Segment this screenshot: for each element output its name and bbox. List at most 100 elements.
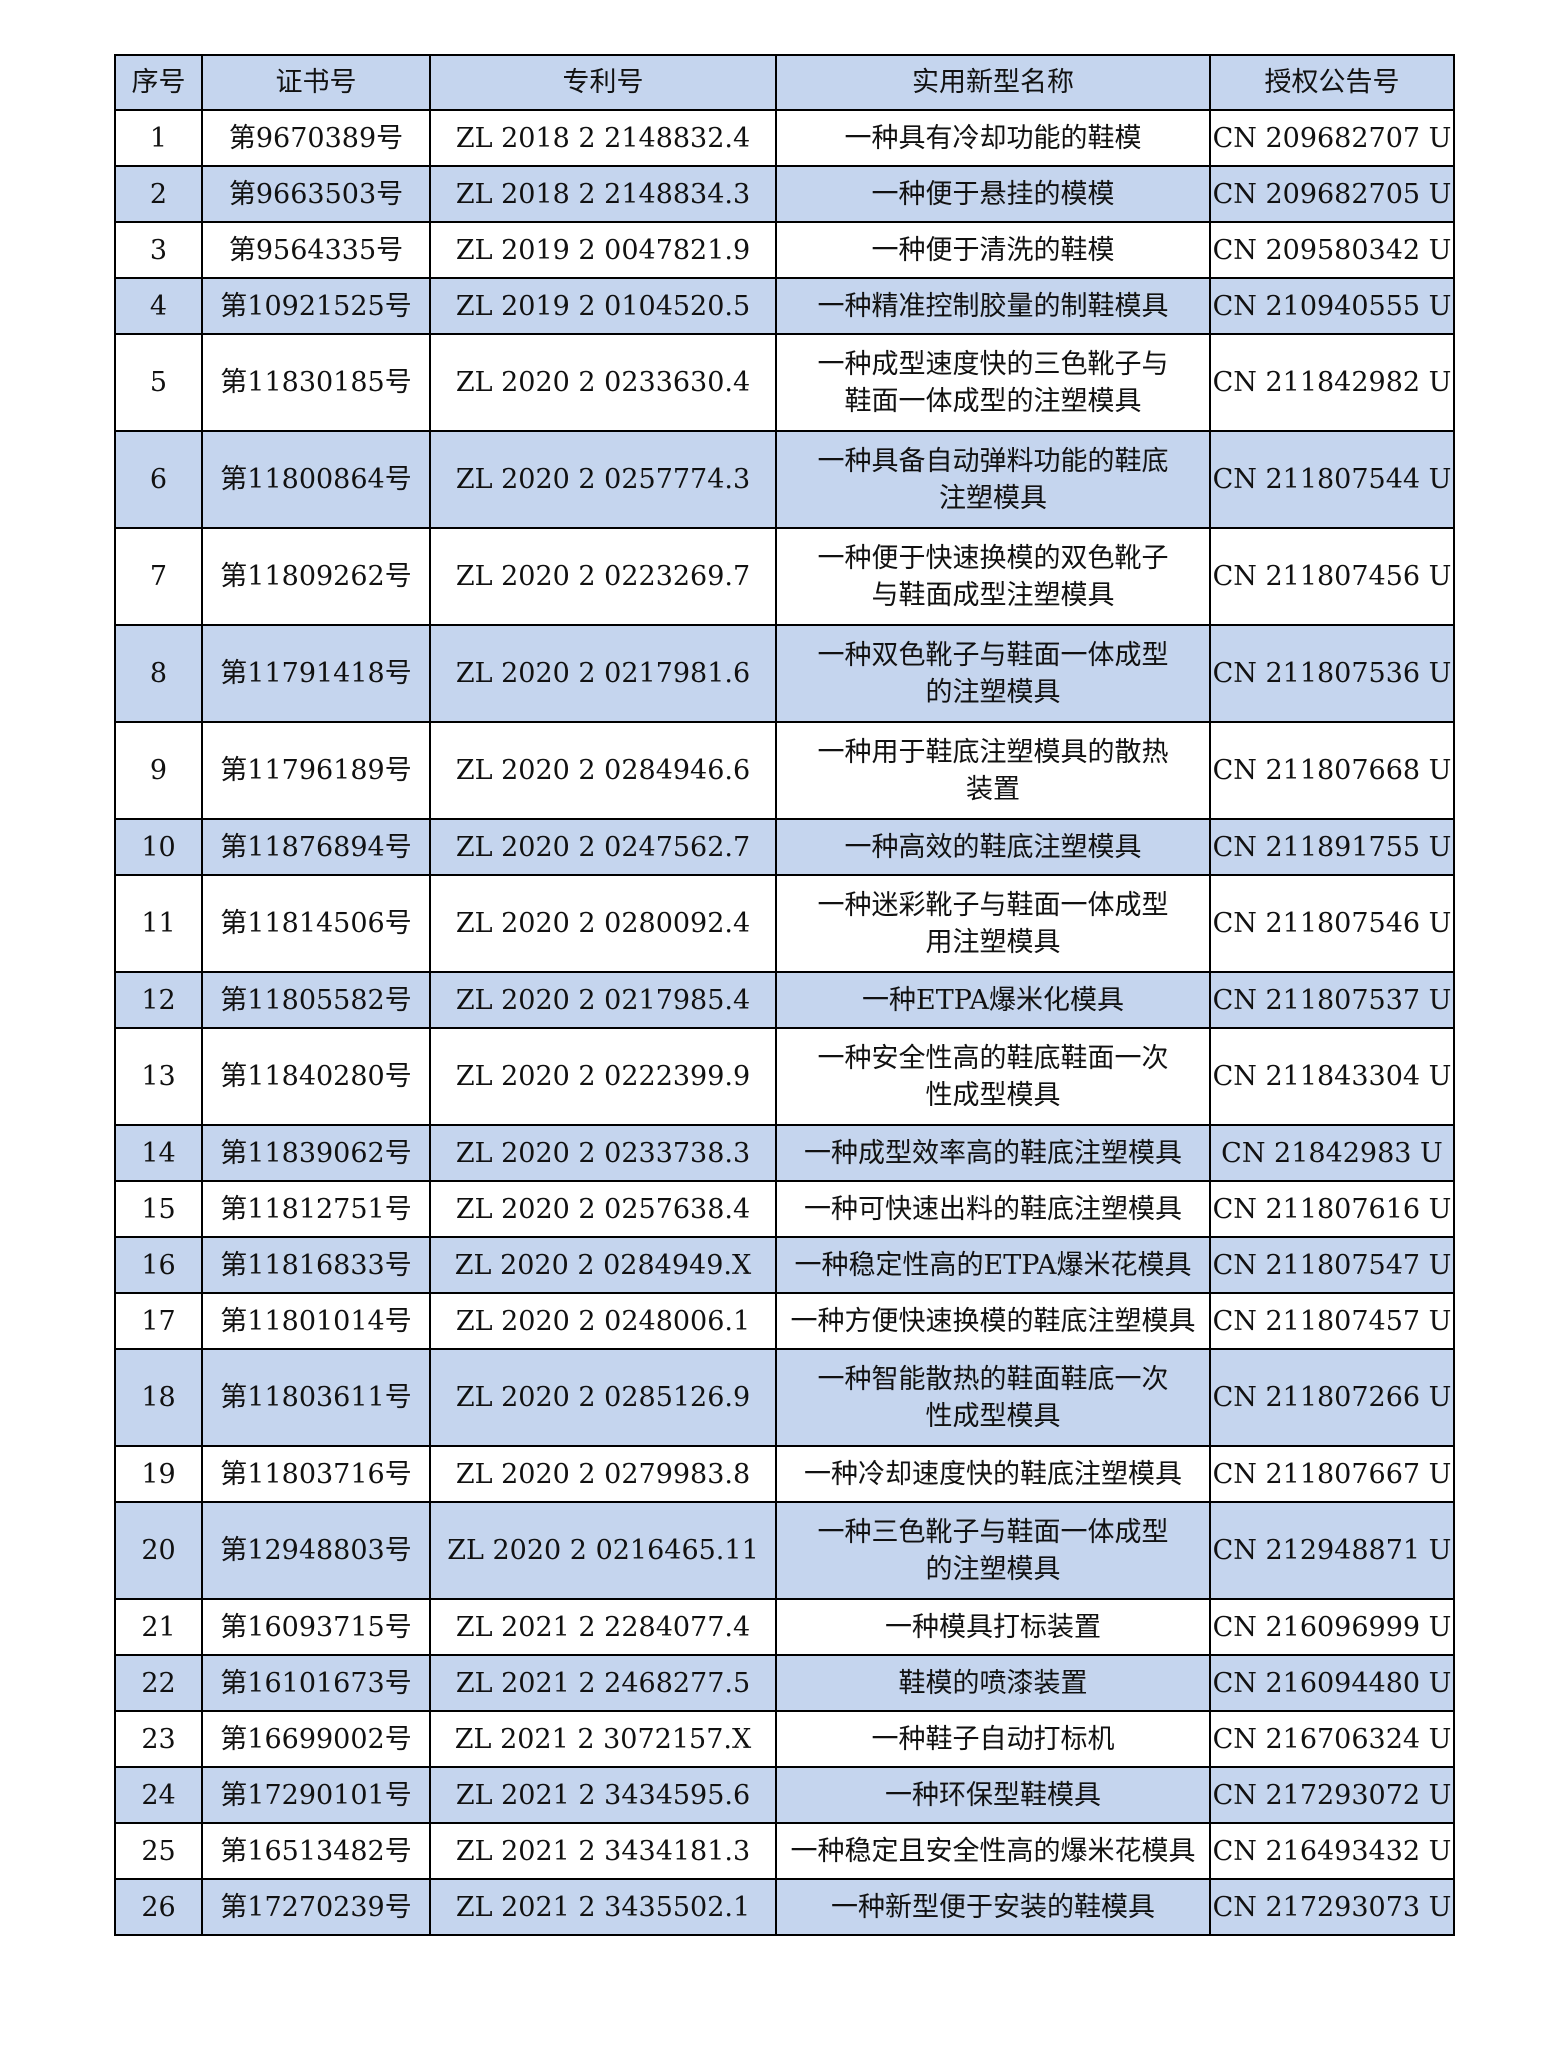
cell-content: ZL 2020 2 0257638.4: [431, 1182, 775, 1236]
name-line: 一种方便快速换模的鞋底注塑模具: [790, 1305, 1196, 1337]
cell-content: 17: [116, 1294, 201, 1348]
table-cell: 第17290101号: [201, 1766, 431, 1824]
name-line: 一种双色靴子与鞋面一体成型: [817, 639, 1169, 671]
table-cell: ZL 2020 2 0223269.7: [429, 527, 777, 626]
cell-content: 一种环保型鞋模具: [777, 1768, 1209, 1822]
cell-content: 一种具有冷却功能的鞋模: [777, 111, 1209, 165]
cell-content: CN 217293073 U: [1211, 1880, 1453, 1934]
cell-text: 第11839062号: [220, 1137, 412, 1169]
cell-text: 6: [149, 464, 168, 495]
cell-text: 10: [141, 831, 176, 863]
table-cell: 一种可快速出料的鞋底注塑模具: [775, 1180, 1211, 1238]
cell-content: 第16093715号: [203, 1600, 429, 1654]
cell-text: 22: [141, 1667, 176, 1699]
cell-text: ZL 2019 2 0104520.5: [455, 290, 751, 322]
cell-content: 一种模具打标装置: [777, 1600, 1209, 1654]
cell-content: 一种方便快速换模的鞋底注塑模具: [777, 1294, 1209, 1348]
cell-content: 第9670389号: [203, 111, 429, 165]
name-line: 一种三色靴子与鞋面一体成型: [817, 1516, 1169, 1548]
cell-content: CN 211842982 U: [1211, 335, 1453, 430]
cell-text: 第9663503号: [228, 178, 404, 210]
table-cell: 第16699002号: [201, 1710, 431, 1768]
cell-text: 第11812751号: [220, 1193, 412, 1225]
cell-text: 13: [141, 1061, 176, 1092]
cell-text: 第11801014号: [220, 1305, 412, 1337]
table-cell: CN 209682707 U: [1209, 109, 1455, 167]
table-cell: 14: [114, 1124, 203, 1182]
cell-text: CN 211807544 U: [1212, 464, 1452, 495]
table-cell: 一种方便快速换模的鞋底注塑模具: [775, 1292, 1211, 1350]
table-cell: 5: [114, 333, 203, 432]
cell-content: 19: [116, 1447, 201, 1501]
table-cell: 第11801014号: [201, 1292, 431, 1350]
name-line: 一种新型便于安装的鞋模具: [831, 1891, 1155, 1923]
table-cell: 第11812751号: [201, 1180, 431, 1238]
table-row: 4 第10921525号 ZL 2019 2 0104520.5 一种精准控制胶量的制…: [114, 277, 1455, 335]
cell-content: ZL 2020 2 0247562.7: [431, 820, 775, 874]
name-line: 一种便于悬挂的模模: [871, 178, 1115, 210]
cell-text: 第11840280号: [220, 1061, 412, 1092]
table-row: 23 第16699002号 ZL 2021 2 3072157.X 一种鞋子自动打标机…: [114, 1710, 1455, 1768]
name-line: 性成型模具: [925, 1400, 1061, 1432]
cell-content: CN 216094480 U: [1211, 1656, 1453, 1710]
cell-text: CN 211842982 U: [1212, 367, 1452, 398]
table-cell: ZL 2020 2 0248006.1: [429, 1292, 777, 1350]
table-cell: ZL 2021 2 3434595.6: [429, 1766, 777, 1824]
cell-content: 一种可快速出料的鞋底注塑模具: [777, 1182, 1209, 1236]
cell-text: 第11791418号: [220, 658, 412, 689]
table-cell: ZL 2020 2 0280092.4: [429, 874, 777, 973]
cell-content: CN 21842983 U: [1211, 1126, 1453, 1180]
cell-text: 第16699002号: [220, 1723, 412, 1755]
cell-content: 一种鞋子自动打标机: [777, 1712, 1209, 1766]
cell-content: ZL 2021 2 3435502.1: [431, 1880, 775, 1934]
table-cell: 3: [114, 221, 203, 279]
table-cell: CN 211807537 U: [1209, 971, 1455, 1029]
table-cell: 15: [114, 1180, 203, 1238]
cell-content: 第16699002号: [203, 1712, 429, 1766]
cell-content: 第11796189号: [203, 723, 429, 818]
cell-text: CN 21842983 U: [1221, 1137, 1443, 1169]
cell-text: 8: [149, 658, 168, 689]
cell-text: CN 211843304 U: [1212, 1061, 1452, 1092]
table-cell: 6: [114, 430, 203, 529]
name-line: 与鞋面成型注塑模具: [871, 579, 1115, 611]
cell-content: 一种安全性高的鞋底鞋面一次 性成型模具: [777, 1029, 1209, 1124]
cell-content: 一种便于清洗的鞋模: [777, 223, 1209, 277]
table-row: 12 第11805582号 ZL 2020 2 0217985.4 一种ETPA爆米化…: [114, 971, 1455, 1029]
cell-text: 第10921525号: [220, 290, 412, 322]
name-line: 一种迷彩靴子与鞋面一体成型: [817, 889, 1169, 921]
cell-content: ZL 2020 2 0217981.6: [431, 626, 775, 721]
cell-text: CN 211807616 U: [1212, 1193, 1452, 1225]
table-cell: CN 217293073 U: [1209, 1878, 1455, 1936]
table-cell: 一种ETPA爆米化模具: [775, 971, 1211, 1029]
cell-content: CN 211843304 U: [1211, 1029, 1453, 1124]
table-cell: 25: [114, 1822, 203, 1880]
table-cell: 一种冷却速度快的鞋底注塑模具: [775, 1445, 1211, 1503]
cell-text: 15: [141, 1193, 176, 1225]
table-cell: 一种精准控制胶量的制鞋模具: [775, 277, 1211, 335]
cell-content: 第9564335号: [203, 223, 429, 277]
table-row: 24 第17290101号 ZL 2021 2 3434595.6 一种环保型鞋模具 C…: [114, 1766, 1455, 1824]
table-cell: ZL 2020 2 0233630.4: [429, 333, 777, 432]
cell-content: CN 211807667 U: [1211, 1447, 1453, 1501]
header-text: 序号: [131, 67, 186, 98]
cell-content: CN 211807544 U: [1211, 432, 1453, 527]
cell-text: ZL 2020 2 0222399.9: [455, 1061, 751, 1092]
cell-text: CN 211891755 U: [1212, 831, 1452, 863]
name-line: 一种模具打标装置: [885, 1611, 1101, 1643]
cell-content: 一种冷却速度快的鞋底注塑模具: [777, 1447, 1209, 1501]
name-line: 一种精准控制胶量的制鞋模具: [817, 290, 1169, 322]
cell-text: ZL 2021 2 3072157.X: [454, 1723, 752, 1755]
cell-content: CN 216493432 U: [1211, 1824, 1453, 1878]
name-line: 的注塑模具: [925, 676, 1061, 708]
table-cell: 11: [114, 874, 203, 973]
name-line: 一种可快速出料的鞋底注塑模具: [804, 1193, 1182, 1225]
cell-text: CN 217293072 U: [1212, 1779, 1452, 1811]
table-cell: 第11830185号: [201, 333, 431, 432]
table-cell: CN 21842983 U: [1209, 1124, 1455, 1182]
table-cell: 第11791418号: [201, 624, 431, 723]
cell-text: ZL 2020 2 0217981.6: [455, 658, 751, 689]
table-cell: 第16101673号: [201, 1654, 431, 1712]
cell-text: ZL 2021 2 3434181.3: [455, 1835, 751, 1867]
